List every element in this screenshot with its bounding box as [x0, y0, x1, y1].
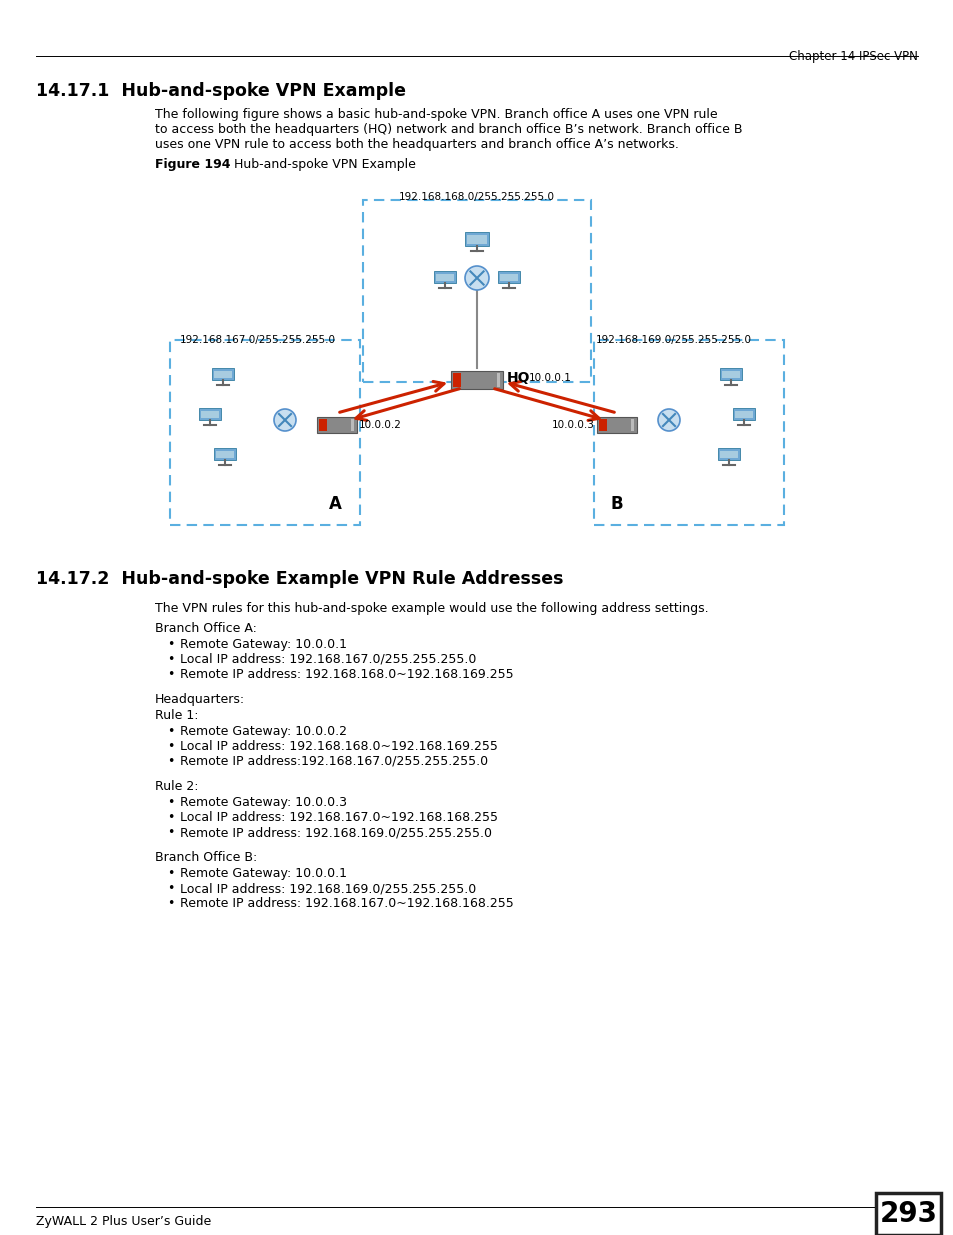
- Bar: [212, 368, 233, 380]
- Text: •: •: [167, 867, 174, 881]
- Text: •: •: [167, 740, 174, 753]
- Text: •: •: [167, 811, 174, 824]
- Bar: [732, 408, 754, 420]
- Text: Local IP address: 192.168.167.0/255.255.255.0: Local IP address: 192.168.167.0/255.255.…: [180, 653, 476, 666]
- Bar: [721, 370, 740, 378]
- Text: Rule 1:: Rule 1:: [154, 709, 198, 722]
- Bar: [199, 408, 221, 420]
- Text: •: •: [167, 668, 174, 680]
- Bar: [467, 235, 486, 245]
- Text: B: B: [610, 495, 622, 513]
- Bar: [875, 1193, 940, 1235]
- Text: 192.168.167.0/255.255.255.0: 192.168.167.0/255.255.255.0: [180, 335, 335, 345]
- Text: 293: 293: [879, 1200, 937, 1228]
- Text: 14.17.2  Hub-and-spoke Example VPN Rule Addresses: 14.17.2 Hub-and-spoke Example VPN Rule A…: [36, 571, 563, 588]
- Text: •: •: [167, 755, 174, 768]
- Bar: [170, 340, 359, 525]
- Text: Branch Office B:: Branch Office B:: [154, 851, 257, 864]
- Text: 192.168.169.0/255.255.255.0: 192.168.169.0/255.255.255.0: [596, 335, 751, 345]
- Text: Rule 2:: Rule 2:: [154, 781, 198, 793]
- Text: HQ: HQ: [506, 370, 530, 385]
- Bar: [497, 270, 519, 283]
- Text: Remote IP address: 192.168.167.0~192.168.168.255: Remote IP address: 192.168.167.0~192.168…: [180, 897, 514, 910]
- Text: Branch Office A:: Branch Office A:: [154, 622, 256, 635]
- Bar: [201, 411, 219, 419]
- Bar: [597, 417, 637, 433]
- Bar: [453, 373, 460, 387]
- Text: 192.168.168.0/255.255.255.0: 192.168.168.0/255.255.255.0: [398, 191, 555, 203]
- Text: The VPN rules for this hub-and-spoke example would use the following address set: The VPN rules for this hub-and-spoke exa…: [154, 601, 708, 615]
- Text: Remote IP address: 192.168.168.0~192.168.169.255: Remote IP address: 192.168.168.0~192.168…: [180, 668, 513, 680]
- Bar: [436, 274, 454, 282]
- Text: Hub-and-spoke VPN Example: Hub-and-spoke VPN Example: [222, 158, 416, 170]
- Text: 10.0.0.1: 10.0.0.1: [529, 373, 571, 383]
- Bar: [464, 232, 489, 246]
- Bar: [734, 411, 752, 419]
- Circle shape: [274, 409, 295, 431]
- Text: ZyWALL 2 Plus User’s Guide: ZyWALL 2 Plus User’s Guide: [36, 1215, 211, 1228]
- Bar: [630, 419, 634, 431]
- Bar: [213, 370, 232, 378]
- Text: Local IP address: 192.168.168.0~192.168.169.255: Local IP address: 192.168.168.0~192.168.…: [180, 740, 497, 753]
- Text: Headquarters:: Headquarters:: [154, 693, 245, 706]
- Text: Remote Gateway: 10.0.0.1: Remote Gateway: 10.0.0.1: [180, 638, 347, 651]
- Bar: [499, 274, 517, 282]
- Bar: [215, 451, 233, 458]
- Text: uses one VPN rule to access both the headquarters and branch office A’s networks: uses one VPN rule to access both the hea…: [154, 138, 679, 151]
- Bar: [594, 340, 783, 525]
- Bar: [598, 419, 606, 431]
- Text: Remote IP address: 192.168.169.0/255.255.255.0: Remote IP address: 192.168.169.0/255.255…: [180, 826, 492, 839]
- Circle shape: [658, 409, 679, 431]
- Bar: [213, 448, 235, 461]
- Text: •: •: [167, 638, 174, 651]
- Bar: [316, 417, 356, 433]
- Text: •: •: [167, 897, 174, 910]
- Text: Remote IP address:192.168.167.0/255.255.255.0: Remote IP address:192.168.167.0/255.255.…: [180, 755, 488, 768]
- Circle shape: [464, 266, 489, 290]
- Text: 10.0.0.3: 10.0.0.3: [552, 420, 595, 430]
- Bar: [718, 448, 740, 461]
- Bar: [351, 419, 354, 431]
- Text: 10.0.0.2: 10.0.0.2: [358, 420, 401, 430]
- Bar: [363, 200, 590, 382]
- Text: Local IP address: 192.168.167.0~192.168.168.255: Local IP address: 192.168.167.0~192.168.…: [180, 811, 497, 824]
- Bar: [497, 373, 499, 387]
- Text: to access both the headquarters (HQ) network and branch office B’s network. Bran: to access both the headquarters (HQ) net…: [154, 124, 741, 136]
- Text: •: •: [167, 797, 174, 809]
- Text: Remote Gateway: 10.0.0.1: Remote Gateway: 10.0.0.1: [180, 867, 347, 881]
- Bar: [720, 368, 741, 380]
- Text: A: A: [328, 495, 341, 513]
- Bar: [451, 370, 502, 389]
- Text: •: •: [167, 882, 174, 895]
- Text: Local IP address: 192.168.169.0/255.255.255.0: Local IP address: 192.168.169.0/255.255.…: [180, 882, 476, 895]
- Text: •: •: [167, 725, 174, 739]
- Text: Figure 194: Figure 194: [154, 158, 231, 170]
- Text: Chapter 14 IPSec VPN: Chapter 14 IPSec VPN: [788, 49, 917, 63]
- Bar: [720, 451, 738, 458]
- Text: 14.17.1  Hub-and-spoke VPN Example: 14.17.1 Hub-and-spoke VPN Example: [36, 82, 406, 100]
- Bar: [434, 270, 456, 283]
- Text: The following figure shows a basic hub-and-spoke VPN. Branch office A uses one V: The following figure shows a basic hub-a…: [154, 107, 717, 121]
- Text: •: •: [167, 826, 174, 839]
- Text: Remote Gateway: 10.0.0.3: Remote Gateway: 10.0.0.3: [180, 797, 347, 809]
- Bar: [318, 419, 327, 431]
- Text: Remote Gateway: 10.0.0.2: Remote Gateway: 10.0.0.2: [180, 725, 347, 739]
- Text: •: •: [167, 653, 174, 666]
